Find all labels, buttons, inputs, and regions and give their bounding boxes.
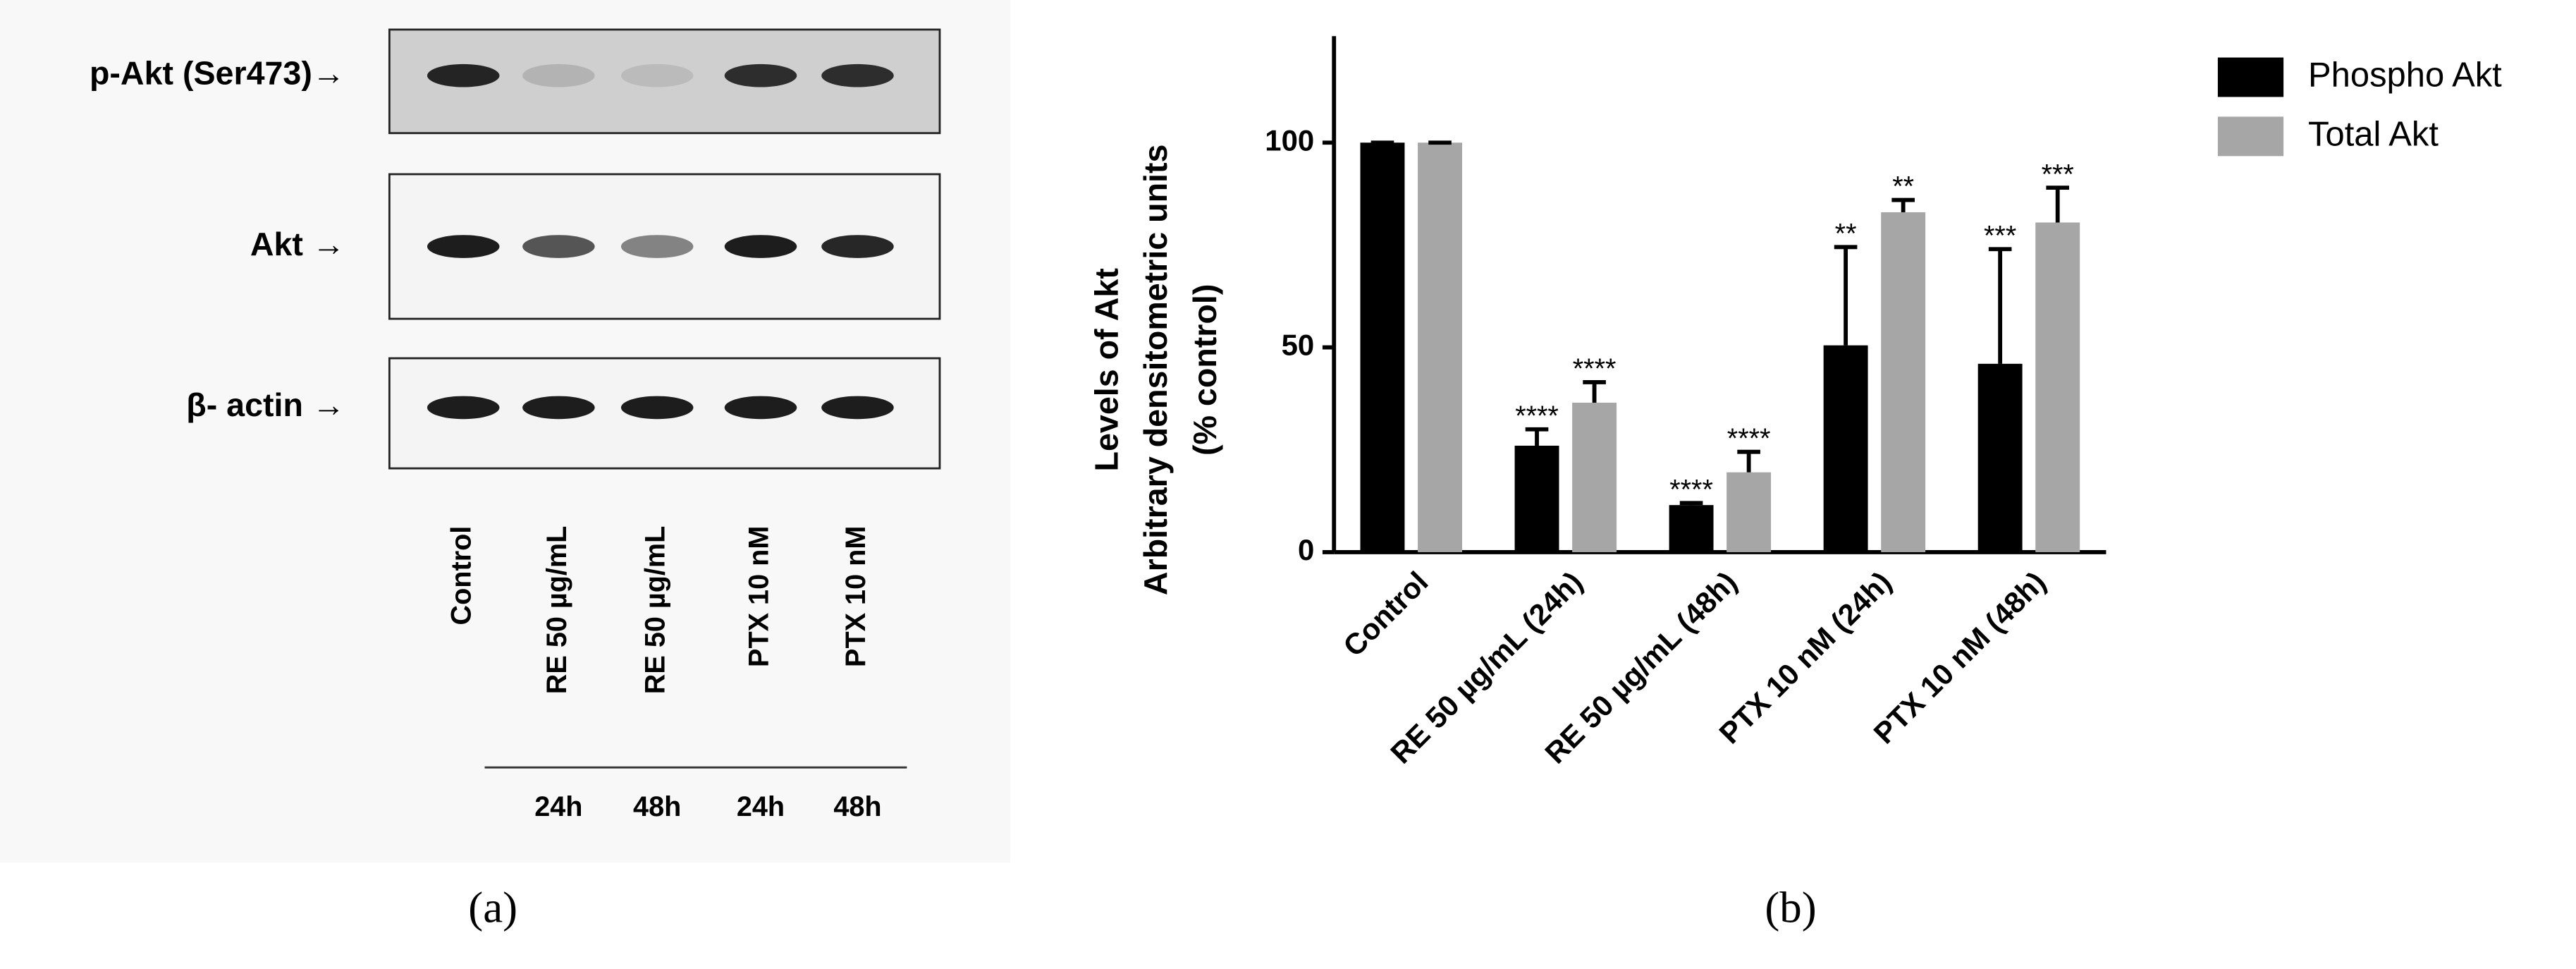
x-tick-label: Control <box>1337 565 1435 663</box>
error-bar <box>2046 185 2070 223</box>
legend-swatch <box>2217 116 2284 157</box>
blot-band <box>821 396 894 420</box>
bar <box>1823 345 1868 552</box>
bar <box>1360 142 1405 552</box>
error-bar <box>1679 501 1703 506</box>
time-label: 48h <box>833 791 881 822</box>
panel-label: (a) <box>468 883 517 932</box>
blot-band <box>427 235 500 258</box>
y-tick-label: 50 <box>1282 329 1315 362</box>
bar <box>1514 445 1559 552</box>
blot-band <box>427 63 500 87</box>
lane-label: Control <box>446 526 477 626</box>
error-bar <box>1583 380 1606 403</box>
bar <box>2035 222 2080 552</box>
error-bar <box>1525 427 1549 446</box>
y-tick-label: 100 <box>1265 123 1314 157</box>
row-label: β- actin → <box>186 386 345 423</box>
blot-band <box>821 235 894 258</box>
blot-band <box>724 396 797 420</box>
blot-band <box>724 63 797 87</box>
x-tick-label: PTX 10 nM (48h) <box>1867 565 2051 750</box>
legend-swatch <box>2217 57 2284 97</box>
y-tick-label: 0 <box>1298 533 1314 566</box>
panel-label: (b) <box>1765 883 1816 932</box>
blot-band <box>620 63 694 87</box>
row-label: p-Akt (Ser473)→ <box>90 55 345 92</box>
y-axis-label: (% control) <box>1186 284 1223 456</box>
significance-label: **** <box>1573 353 1617 384</box>
blot-band <box>522 235 595 258</box>
significance-label: ** <box>1892 171 1914 202</box>
bar <box>1881 212 1926 552</box>
lane-label: PTX 10 nM <box>840 526 871 667</box>
significance-label: **** <box>1515 401 1559 432</box>
x-tick-label: PTX 10 nM (24h) <box>1712 565 1897 750</box>
time-label: 24h <box>737 791 785 822</box>
blot-band <box>522 63 595 87</box>
western-blot: p-Akt (Ser473)→ Akt → β- actin → Control RE … <box>90 28 941 822</box>
bar <box>1669 505 1714 552</box>
time-label: 24h <box>534 791 582 822</box>
lane-label: RE 50 µg/mL <box>541 526 572 695</box>
blot-band <box>724 235 797 258</box>
y-axis-label: Arbitrary densitometric units <box>1137 145 1174 596</box>
row-label: Akt → <box>250 226 345 262</box>
significance-label: *** <box>1984 220 2016 251</box>
time-label: 48h <box>633 791 681 822</box>
error-bar <box>1834 245 1858 346</box>
bar <box>1726 472 1772 552</box>
bar <box>1418 142 1463 552</box>
significance-label: **** <box>1669 474 1713 505</box>
legend-label: Phospho Akt <box>2308 56 2502 94</box>
blot-band <box>620 396 694 420</box>
y-axis-label: Levels of Akt <box>1088 268 1124 471</box>
error-bar <box>1988 247 2012 364</box>
blot-band <box>821 63 894 87</box>
legend-label: Total Akt <box>2308 115 2439 153</box>
bar <box>1977 363 2023 552</box>
error-bar <box>1737 449 1760 473</box>
bar <box>1572 402 1617 552</box>
blot-band <box>522 396 595 420</box>
significance-label: *** <box>2042 159 2074 190</box>
significance-label: **** <box>1727 423 1771 454</box>
blot-band <box>620 235 694 258</box>
lane-label: RE 50 µg/mL <box>640 526 671 695</box>
significance-label: ** <box>1835 218 1857 249</box>
error-bar <box>1891 197 1915 212</box>
blot-band <box>427 396 500 420</box>
lane-label: PTX 10 nM <box>743 526 774 667</box>
